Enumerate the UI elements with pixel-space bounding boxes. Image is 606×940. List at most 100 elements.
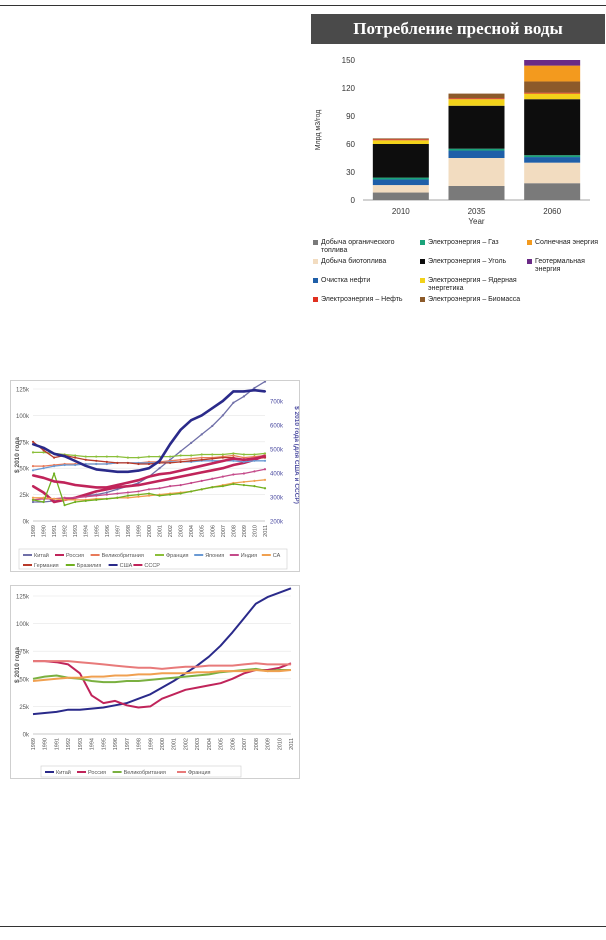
gdp-chart-2-panel: 0k 25k 50k 75k 100k 125k $ 2010 года 1989 1990 19… bbox=[10, 585, 300, 786]
data-point bbox=[190, 490, 193, 493]
data-point bbox=[158, 479, 161, 482]
y-right-tick-label: 500k bbox=[270, 448, 284, 454]
data-point bbox=[158, 473, 161, 476]
data-point bbox=[74, 483, 77, 487]
data-point bbox=[158, 494, 161, 497]
data-point bbox=[63, 504, 66, 507]
legend-item: Добыча органического топлива bbox=[313, 239, 418, 255]
data-point bbox=[147, 462, 151, 466]
y-axis-label: Млрд м3/год bbox=[315, 110, 322, 151]
bar-segment bbox=[448, 150, 505, 158]
data-point bbox=[84, 495, 87, 498]
legend-item: Электроэнергия – Ядерная энергетика bbox=[420, 277, 525, 293]
data-point bbox=[105, 469, 108, 472]
x-tick-label: 1993 bbox=[73, 525, 79, 537]
legend-item: Электроэнергия – Газ bbox=[420, 239, 525, 255]
data-point bbox=[95, 459, 98, 462]
x-tick-label: 1991 bbox=[54, 738, 60, 750]
legend-item: Добыча биотоплива bbox=[313, 258, 418, 274]
legend-swatch bbox=[420, 297, 425, 302]
data-point bbox=[105, 497, 108, 500]
data-point bbox=[63, 481, 66, 484]
legend-label: Китай bbox=[56, 769, 71, 776]
x-tick-label: 2005 bbox=[200, 525, 206, 537]
bar-segment bbox=[448, 99, 505, 106]
x-tick-label: 1994 bbox=[84, 525, 90, 537]
bar-segment bbox=[372, 177, 429, 180]
legend-label: СА bbox=[273, 553, 281, 559]
data-point bbox=[126, 481, 130, 484]
data-point bbox=[179, 454, 182, 457]
bar-segment bbox=[524, 92, 581, 94]
data-point bbox=[95, 490, 98, 493]
data-point bbox=[147, 481, 151, 485]
data-point bbox=[95, 462, 98, 466]
data-point bbox=[31, 464, 35, 468]
data-point bbox=[137, 483, 140, 487]
data-point bbox=[211, 486, 214, 489]
x-tick-label: 1992 bbox=[63, 525, 69, 537]
data-point bbox=[126, 461, 130, 465]
data-point bbox=[200, 479, 203, 482]
bar-segment bbox=[372, 138, 429, 140]
legend-label: Китай bbox=[34, 552, 49, 559]
data-point bbox=[105, 486, 108, 489]
data-point bbox=[168, 455, 172, 458]
data-point bbox=[168, 443, 172, 446]
bar-segment bbox=[372, 139, 429, 141]
data-point bbox=[200, 414, 203, 417]
data-point bbox=[126, 485, 130, 488]
x-tick-label: 1997 bbox=[125, 738, 131, 750]
legend-label: Добыча органического топлива bbox=[321, 239, 395, 254]
legend-label: Россия bbox=[66, 553, 84, 559]
data-point bbox=[158, 467, 161, 470]
data-point bbox=[211, 457, 214, 460]
data-point bbox=[147, 488, 151, 491]
x-tick-label: 2010 bbox=[392, 207, 410, 216]
data-point bbox=[74, 459, 77, 463]
x-axis-label: Year bbox=[468, 217, 485, 226]
data-point bbox=[168, 477, 172, 480]
data-point bbox=[84, 485, 87, 488]
data-point bbox=[190, 441, 193, 444]
data-point bbox=[105, 462, 108, 466]
data-point bbox=[63, 455, 66, 458]
data-point bbox=[105, 455, 108, 458]
data-point bbox=[211, 453, 214, 456]
y-tick-label: 50k bbox=[19, 677, 30, 683]
data-point bbox=[74, 498, 77, 501]
data-point bbox=[116, 455, 119, 458]
x-tick-label: 1993 bbox=[78, 738, 84, 750]
y-right-tick-label: 400k bbox=[270, 472, 284, 478]
legend-label: Великобритания bbox=[102, 553, 144, 559]
data-point bbox=[158, 459, 161, 463]
data-point bbox=[253, 455, 256, 458]
data-point bbox=[263, 478, 267, 481]
data-point bbox=[211, 469, 214, 472]
data-point bbox=[211, 407, 214, 410]
data-point bbox=[190, 454, 193, 457]
legend-item bbox=[527, 277, 606, 293]
data-point bbox=[126, 491, 130, 494]
data-point bbox=[95, 455, 98, 458]
bar-segment bbox=[524, 81, 581, 93]
bar-segment bbox=[524, 157, 581, 163]
legend-label: Геотермальная энергия bbox=[535, 258, 585, 273]
data-point bbox=[63, 496, 66, 499]
x-tick-label: 1996 bbox=[105, 525, 111, 537]
x-tick-label: 2008 bbox=[254, 738, 260, 750]
y-tick-label: 50k bbox=[19, 467, 30, 473]
legend-label: Великобритания bbox=[124, 770, 166, 776]
x-tick-label: 2006 bbox=[210, 525, 216, 537]
data-point bbox=[147, 475, 151, 478]
y-tick-label: 0 bbox=[351, 196, 356, 205]
series-line bbox=[32, 587, 292, 716]
y-right-tick-label: 700k bbox=[270, 400, 284, 406]
data-point bbox=[242, 458, 246, 461]
x-tick-label: 2010 bbox=[252, 525, 258, 537]
x-tick-label: 2010 bbox=[277, 738, 283, 750]
data-point bbox=[137, 481, 140, 485]
y-tick-label: 25k bbox=[19, 705, 30, 711]
legend-box bbox=[18, 548, 288, 570]
y-tick-label: 100k bbox=[16, 622, 30, 628]
